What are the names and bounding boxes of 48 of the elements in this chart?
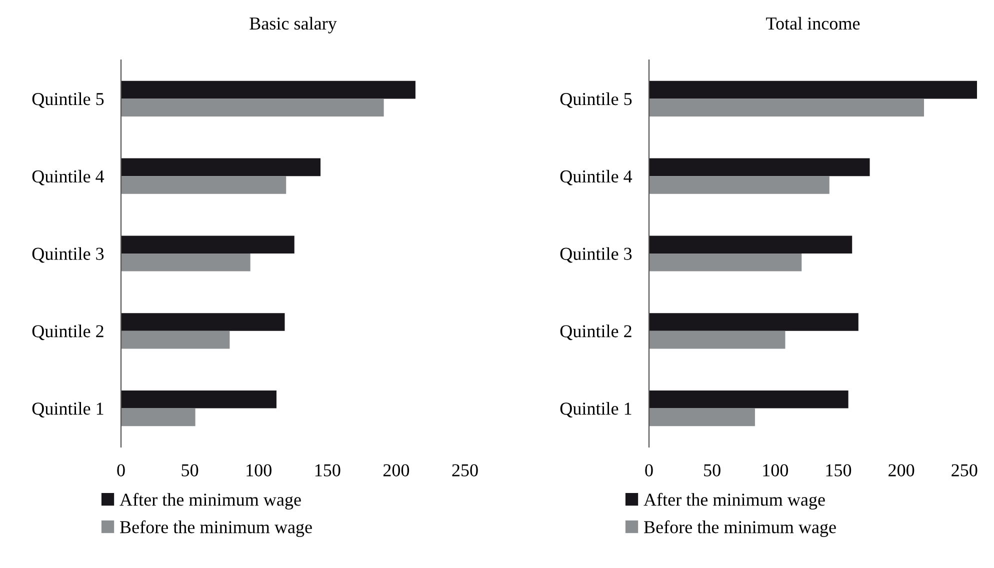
x-tick-label: 0 (645, 464, 653, 476)
x-tick-label: 150 (315, 464, 340, 476)
bar (121, 176, 286, 194)
x-tick-label: 0 (117, 464, 125, 476)
bar (121, 408, 196, 426)
bar (649, 408, 755, 426)
x-tick-label: 200 (888, 464, 914, 476)
bar (649, 313, 858, 331)
bar (121, 98, 384, 116)
bar (649, 254, 802, 272)
bar (121, 254, 250, 272)
x-tick-label: 250 (952, 464, 978, 476)
y-tick-label: Quintile 1 (32, 402, 104, 418)
bar (121, 390, 276, 408)
bar (121, 313, 285, 331)
legend-label: Before the minimum wage (120, 520, 312, 537)
y-tick-label: Quintile 3 (560, 247, 632, 263)
x-tick-label: 100 (246, 464, 272, 476)
x-tick-label: 250 (452, 464, 478, 476)
bar (649, 98, 924, 116)
bar (649, 236, 852, 254)
y-tick-label: Quintile 2 (32, 324, 104, 340)
y-tick-label: Quintile 4 (560, 170, 632, 186)
bar (121, 80, 416, 99)
chart-title: Basic salary (250, 16, 337, 34)
bar (649, 176, 830, 194)
legend-label: After the minimum wage (644, 492, 825, 510)
legend-label: After the minimum wage (120, 492, 301, 510)
y-tick-label: Quintile 5 (32, 92, 104, 108)
y-tick-label: Quintile 4 (32, 170, 104, 186)
y-tick-label: Quintile 2 (560, 324, 632, 340)
bar (649, 158, 870, 176)
legend-label: Before the minimum wage (644, 520, 836, 537)
bar (121, 158, 321, 176)
y-tick-label: Quintile 3 (32, 247, 104, 263)
x-tick-label: 100 (763, 464, 788, 476)
y-tick-label: Quintile 5 (560, 92, 632, 108)
x-tick-label: 50 (182, 464, 198, 476)
chart-title: Total income (766, 16, 860, 30)
bar (121, 236, 294, 254)
y-tick-label: Quintile 1 (560, 402, 632, 418)
bar (649, 330, 786, 349)
x-tick-label: 150 (826, 464, 852, 476)
bar (649, 390, 848, 408)
x-tick-label: 200 (383, 464, 410, 476)
bar (121, 330, 230, 349)
bar (649, 80, 977, 99)
x-tick-label: 50 (704, 464, 720, 476)
